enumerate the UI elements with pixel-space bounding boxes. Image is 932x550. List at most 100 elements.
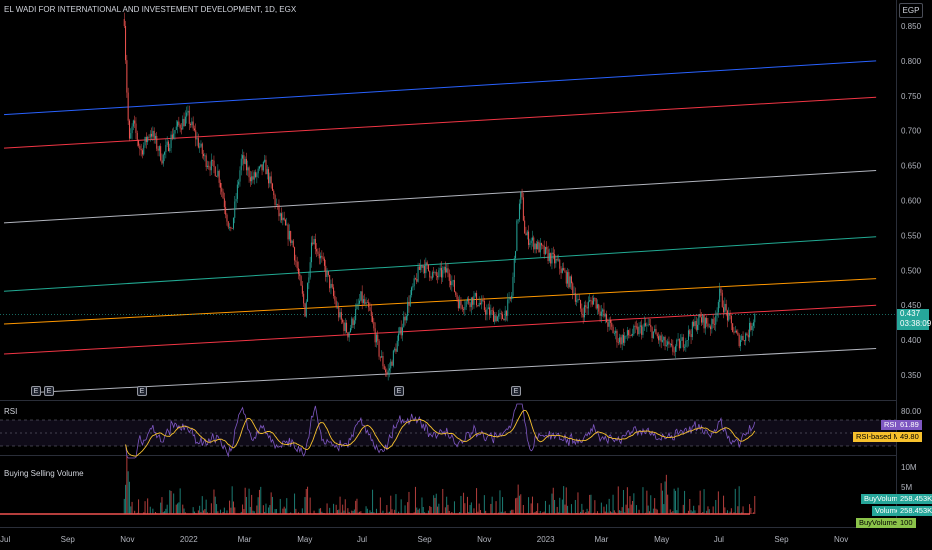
candle-body (279, 213, 281, 217)
candle-body (461, 305, 463, 310)
volume-bar (192, 507, 194, 514)
candle-body (654, 329, 656, 332)
candle-body (427, 264, 429, 271)
earnings-event-icon[interactable]: E (394, 386, 404, 396)
volume-bar (689, 498, 691, 514)
volume-bar (693, 505, 695, 514)
candle-body (638, 326, 640, 335)
candle-body (368, 302, 370, 308)
candle-body (473, 295, 475, 305)
candle-body (151, 133, 153, 137)
candle-body (543, 245, 545, 255)
candle-body (264, 159, 266, 162)
volume-bar (433, 495, 435, 514)
candle-body (269, 176, 271, 184)
x-tick-label: Mar (594, 535, 609, 544)
volume-bar (563, 486, 565, 514)
candle-body (667, 341, 669, 346)
candle-body (611, 322, 613, 327)
earnings-event-icon[interactable]: E (511, 386, 521, 396)
candle-body (281, 213, 283, 221)
candle-body (704, 317, 706, 329)
candle-body (651, 327, 653, 339)
candle-body (525, 233, 527, 236)
volume-bar (394, 509, 396, 514)
volume-bar (699, 490, 701, 514)
candle-body (203, 153, 205, 157)
volume-bar (650, 495, 652, 514)
volume-bar (297, 512, 299, 514)
volume-bar (422, 506, 424, 514)
candle-body (434, 271, 436, 273)
candle-body (234, 201, 236, 218)
candle-body (143, 145, 145, 155)
candle-body (534, 243, 536, 250)
y-tick-label: 0.850 (901, 22, 922, 31)
candle-body (131, 126, 133, 134)
volume-bar (724, 507, 726, 514)
candle-body (663, 336, 665, 341)
candle-body (439, 267, 441, 271)
candle-body (754, 313, 756, 323)
volume-bar (335, 504, 337, 514)
candle-body (438, 270, 440, 278)
volume-bar (698, 505, 700, 514)
earnings-event-icon[interactable]: E (137, 386, 147, 396)
volume-panel (0, 456, 756, 515)
candle-body (164, 152, 166, 155)
volume-bar (262, 505, 264, 514)
volume-bar (170, 490, 172, 514)
volume-bar (182, 504, 184, 514)
rsi-label: RSI (881, 420, 900, 430)
candle-body (381, 356, 383, 358)
candle-body (629, 335, 631, 336)
candle-body (556, 258, 558, 261)
candle-body (274, 195, 276, 205)
candle-body (290, 230, 292, 243)
volume-bar (543, 511, 545, 514)
candle-body (251, 176, 253, 182)
currency-button[interactable]: EGP (899, 3, 923, 18)
trend-line (3, 169, 877, 224)
volume-bar (577, 492, 579, 514)
candle-body (583, 305, 585, 318)
candle-body (520, 191, 522, 204)
candle-body (678, 339, 680, 349)
volume-bar (635, 505, 637, 514)
volume-bar (370, 511, 372, 514)
candle-body (650, 324, 652, 328)
volume-bar (304, 497, 306, 514)
volume-bar (470, 502, 472, 514)
volume-title: Buying Selling Volume (4, 469, 84, 478)
candle-body (587, 301, 589, 309)
candle-body (442, 270, 444, 278)
volume-bar (268, 507, 270, 514)
candle-body (413, 278, 415, 287)
earnings-event-icon[interactable]: E (44, 386, 54, 396)
volume-bar (338, 509, 340, 514)
candle-body (190, 123, 192, 126)
volume-bar (336, 510, 338, 514)
earnings-event-icon[interactable]: E (31, 386, 41, 396)
volume-bar (147, 498, 149, 514)
candle-body (401, 327, 403, 336)
candle-body (664, 336, 666, 347)
volume-bar (628, 508, 630, 514)
candle-body (149, 133, 151, 138)
volume-bar (175, 504, 177, 514)
candle-body (612, 326, 614, 334)
candle-body (665, 345, 667, 347)
candle-body (321, 255, 323, 258)
candle-body (730, 316, 732, 324)
candle-body (463, 309, 465, 310)
volume-bar (125, 484, 127, 514)
candle-body (656, 334, 658, 337)
candle-body (248, 167, 250, 178)
volume-bar (479, 510, 481, 514)
candle-body (700, 317, 702, 323)
trend-line (34, 347, 877, 393)
volume-bar (242, 504, 244, 514)
candle-body (216, 176, 218, 177)
volume-bar (154, 511, 156, 514)
